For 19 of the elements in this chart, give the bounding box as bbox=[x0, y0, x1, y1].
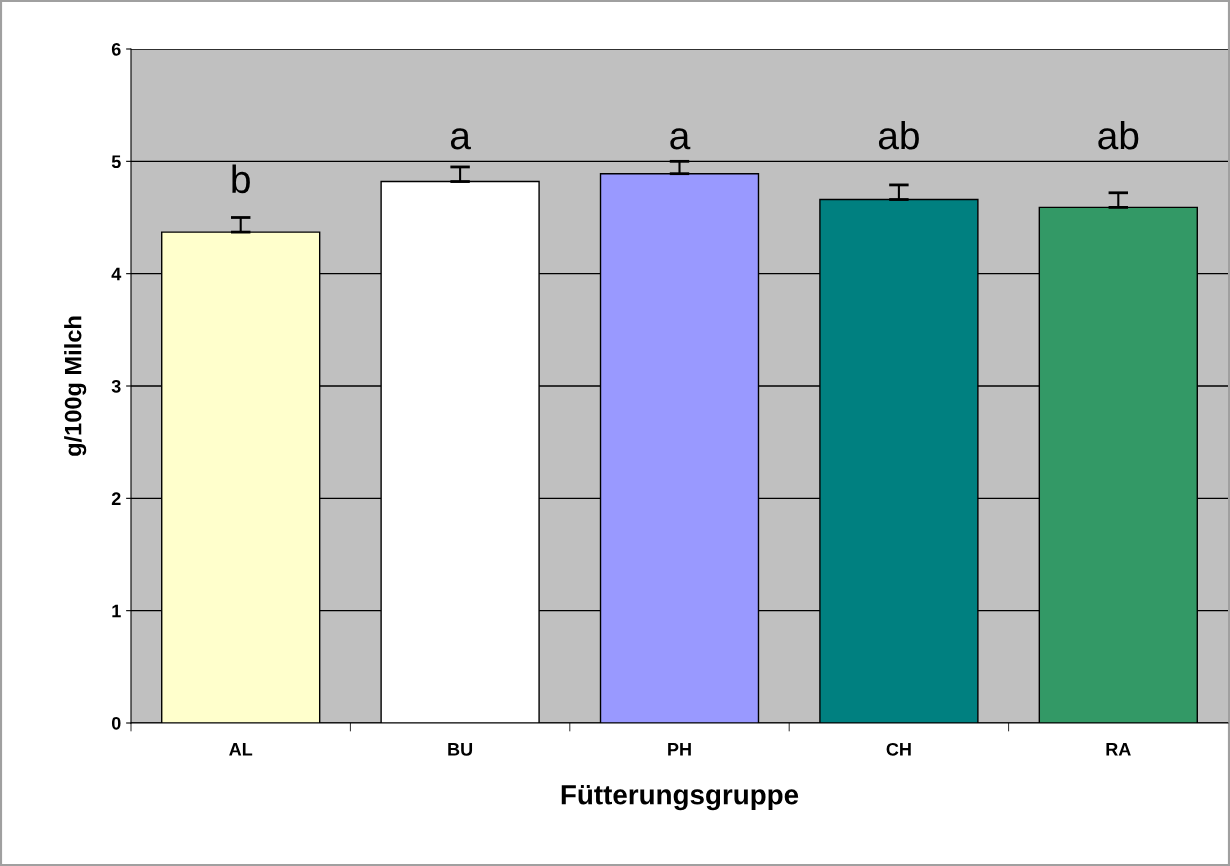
annotation: b bbox=[232, 164, 250, 194]
y-tick-label: 0 bbox=[111, 716, 121, 730]
x-tick-label: RA bbox=[1106, 743, 1131, 756]
y-tick-label: 6 bbox=[111, 42, 121, 56]
annotation: ab bbox=[878, 120, 919, 150]
x-tick-label: PH bbox=[668, 743, 691, 756]
annotation: ab bbox=[1098, 120, 1139, 150]
y-tick-label: 5 bbox=[111, 155, 121, 169]
x-tick-label: AL bbox=[229, 743, 253, 756]
y-axis-title: g/100g Milch bbox=[64, 316, 87, 456]
annotation: a bbox=[670, 128, 691, 150]
annotation: a bbox=[450, 128, 471, 150]
x-axis-title: Fütterungsgruppe bbox=[561, 785, 799, 811]
y-tick-label: 1 bbox=[112, 604, 121, 618]
y-tick-label: 2 bbox=[111, 492, 121, 505]
y-tick-label: 3 bbox=[111, 379, 121, 393]
x-tick-label: BU bbox=[448, 743, 473, 756]
x-tick-label: CH bbox=[886, 742, 911, 756]
y-tick-label: 4 bbox=[111, 267, 122, 281]
